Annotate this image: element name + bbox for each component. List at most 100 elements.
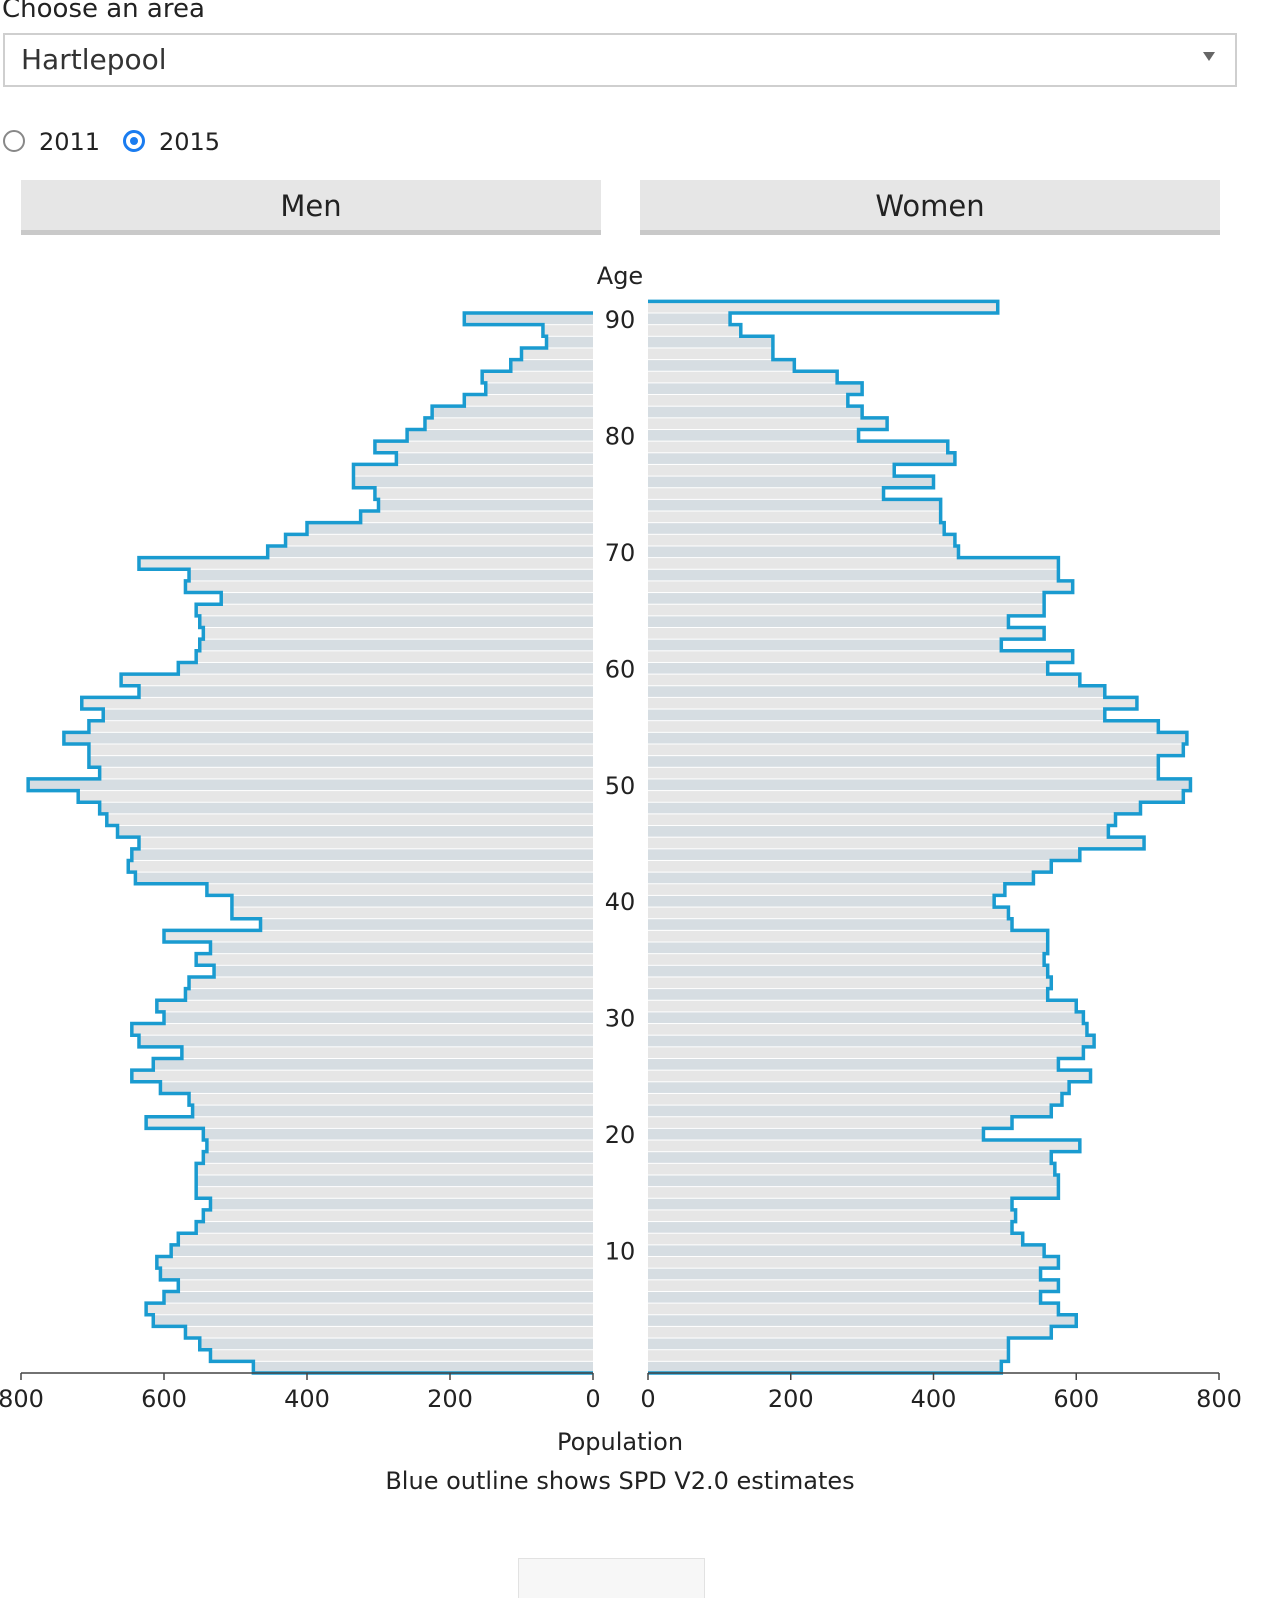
women-bar-age-61 (648, 651, 1073, 662)
men-bar-age-65 (196, 604, 594, 616)
women-bar-age-2 (648, 1338, 1009, 1350)
population-pyramid-chart: 0 0 200 200 400 400 600 600 800 800 10 20 30 40 50 60 70… (0, 262, 1242, 1413)
women-bar-age-76 (648, 476, 934, 488)
men-bar-age-3 (185, 1326, 593, 1338)
women-bar-age-57 (648, 697, 1137, 709)
age-tick-label: 80 (605, 422, 636, 450)
women-bar-age-28 (648, 1035, 1095, 1047)
women-bar-age-71 (648, 534, 955, 546)
women-x-tick-label: 600 (1053, 1385, 1099, 1413)
women-bar-age-82 (648, 406, 863, 418)
men-bar-age-24 (160, 1082, 594, 1093)
men-bar-age-84 (485, 383, 593, 395)
women-bar-age-84 (648, 383, 863, 395)
women-bar-age-63 (648, 628, 1045, 639)
men-bar-age-51 (99, 767, 594, 779)
men-bar-age-37 (164, 930, 593, 942)
men-bar-age-27 (181, 1047, 593, 1058)
men-bar-age-5 (146, 1303, 593, 1315)
men-bar-age-36 (210, 942, 593, 954)
men-x-tick-label: 600 (141, 1385, 187, 1413)
women-bar-age-52 (648, 756, 1159, 767)
women-bar-age-55 (648, 721, 1159, 732)
women-bar-age-80 (648, 429, 859, 441)
radio-checked-icon[interactable] (123, 130, 145, 152)
men-bar-age-87 (521, 348, 593, 360)
men-bar-age-40 (231, 895, 594, 907)
men-bar-age-70 (267, 546, 593, 558)
radio-unchecked-icon[interactable] (3, 130, 25, 152)
women-bar-age-51 (648, 767, 1159, 779)
men-bar-age-23 (189, 1093, 593, 1105)
men-bar-age-28 (138, 1035, 593, 1047)
men-bar-age-52 (88, 756, 594, 767)
age-tick-label: 60 (605, 655, 636, 683)
women-x-tick-label: 0 (640, 1385, 655, 1413)
men-bar-age-38 (260, 919, 593, 930)
women-bar-age-65 (648, 604, 1045, 616)
women-bar-age-33 (648, 977, 1052, 989)
age-tick-label: 70 (605, 539, 636, 567)
men-x-tick-label: 800 (0, 1385, 44, 1413)
men-bar-age-62 (199, 639, 593, 651)
women-bar-age-69 (648, 558, 1059, 569)
men-bar-age-20 (203, 1128, 593, 1140)
age-tick-label: 40 (605, 888, 636, 916)
women-bar-age-32 (648, 989, 1048, 1000)
men-bar-age-81 (424, 418, 593, 429)
women-bar-age-21 (648, 1117, 1013, 1128)
men-bar-age-0 (253, 1361, 593, 1373)
men-bars (28, 313, 594, 1373)
men-bar-age-4 (153, 1315, 593, 1326)
women-bar-age-62 (648, 639, 1002, 651)
women-bar-age-11 (648, 1233, 1023, 1245)
women-bar-age-12 (648, 1222, 1013, 1233)
women-bar-age-42 (648, 872, 1034, 884)
women-bar-age-48 (648, 802, 1141, 814)
women-bar-age-20 (648, 1128, 984, 1140)
women-bar-age-41 (648, 884, 1005, 895)
women-bar-age-29 (648, 1024, 1087, 1035)
men-bar-age-68 (189, 569, 593, 581)
men-bar-age-75 (374, 488, 593, 499)
women-bar-age-30 (648, 1012, 1084, 1024)
men-bar-age-60 (178, 662, 594, 674)
men-bar-age-31 (156, 1000, 593, 1012)
chevron-down-icon (1203, 52, 1215, 61)
women-bar-age-46 (648, 826, 1109, 837)
men-bar-age-13 (203, 1210, 593, 1222)
women-x-tick-label: 200 (768, 1385, 814, 1413)
women-bar-age-31 (648, 1000, 1077, 1012)
women-bar-age-79 (648, 441, 948, 453)
women-bar-age-43 (648, 860, 1052, 872)
men-bar-age-48 (99, 802, 594, 814)
men-spd-outline (26, 311, 593, 1375)
men-bar-age-71 (285, 534, 593, 546)
women-bar-age-9 (648, 1257, 1059, 1268)
women-bar-age-72 (648, 523, 945, 534)
footer-tab (518, 1558, 705, 1598)
women-bar-age-13 (648, 1210, 1016, 1222)
men-bar-age-90 (464, 313, 593, 325)
women-bar-age-35 (648, 954, 1045, 965)
men-bar-age-77 (353, 464, 593, 476)
men-bar-age-47 (106, 814, 594, 826)
men-bar-age-64 (199, 616, 593, 628)
men-bar-age-9 (156, 1257, 593, 1268)
women-bar-age-8 (648, 1268, 1041, 1280)
men-bar-age-88 (546, 336, 593, 348)
women-bar-age-4 (648, 1315, 1077, 1326)
men-bar-age-42 (135, 872, 593, 884)
women-bar-age-49 (648, 791, 1184, 802)
women-bar-age-0 (648, 1361, 1002, 1373)
area-select[interactable]: Hartlepool (3, 33, 1237, 87)
women-bar-age-19 (648, 1140, 1080, 1152)
women-bar-age-37 (648, 930, 1048, 942)
chart-note: Blue outline shows SPD V2.0 estimates (385, 1467, 855, 1495)
women-bar-age-56 (648, 709, 1105, 721)
women-bar-age-70 (648, 546, 959, 558)
women-bar-age-40 (648, 895, 995, 907)
women-bar-age-91 (648, 301, 998, 313)
men-bar-age-29 (131, 1024, 593, 1035)
women-bar-age-38 (648, 919, 1013, 930)
